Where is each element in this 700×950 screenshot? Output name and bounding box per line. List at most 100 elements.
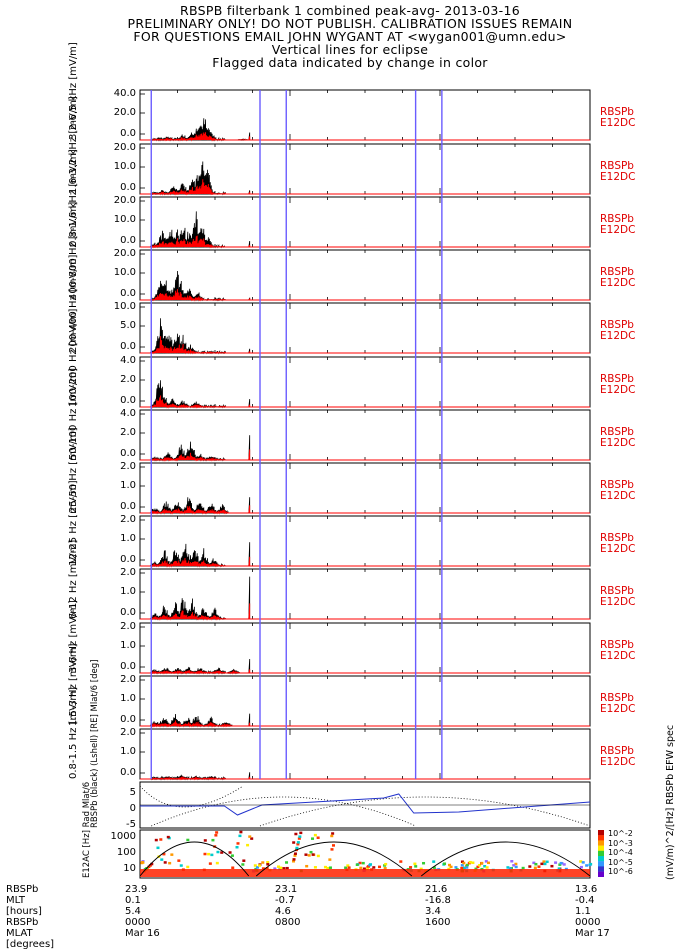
panel-tag-e12dc: E12DC [600,756,636,768]
spec-pixel [313,833,317,837]
y-tick-label: 2.0 [120,514,136,525]
colorbar-segment [598,856,604,862]
ephemeris-value: -0.7 [275,895,295,906]
spec-pixel [179,864,183,867]
y-tick-label: 10.0 [113,267,136,278]
y-tick-label: 20.0 [113,142,136,153]
ephemeris-value: 3.4 [425,906,441,917]
spec-pixel [203,839,207,842]
spec-pixel [358,861,362,865]
spec-pixel [241,863,245,866]
panel-frame [139,622,591,674]
spec-pixel [273,867,277,870]
spec-pixel [214,834,218,837]
y-tick-label: 2.0 [120,461,136,472]
cyclotron-curve [139,841,250,877]
spec-pixel [585,864,589,867]
spec-pixel [506,866,510,869]
lshell-tick: 0 [129,803,136,814]
spec-tick: 1000 [110,831,136,842]
spec-pixel [154,838,158,842]
y-tick-label: 10.0 [113,214,136,225]
spec-pixel [372,866,376,869]
spec-pixel [330,834,334,838]
ephemeris-value: 1600 [425,917,451,928]
y-tick-label: 1.0 [120,586,136,597]
colorbar-segment [598,830,604,836]
spec-pixel [362,867,366,870]
spec-pixel [528,865,532,868]
avg-trace [140,720,590,728]
spec-pixel [545,860,549,864]
spec-pixel [285,861,289,864]
colorbar-segment [598,850,604,857]
spec-pixel [211,838,215,842]
spec-pixel [323,865,327,869]
spec-pixel [510,860,514,863]
panel-frame [139,302,591,354]
spec-pixel [316,854,320,858]
spec-low-band [140,869,590,877]
y-tick-label: 1.0 [120,640,136,651]
spec-pixel [326,866,330,870]
spec-pixel [328,866,332,869]
y-tick-label: 0.0 [120,661,136,672]
y-tick-label: 0.0 [120,341,136,352]
ephemeris-date: Mar 17 [575,928,610,939]
y-tick-label: 2.0 [120,427,136,438]
ephemeris-value: 0000 [125,917,151,928]
ephemeris-label: RBSPb [6,884,39,895]
panel-tag-e12dc: E12DC [600,703,636,715]
y-tick-label: 0.0 [120,395,136,406]
cyclotron-curve [255,841,413,877]
mlat-trace [140,793,591,816]
spec-pixel [476,865,480,869]
spec-pixel [162,852,166,856]
spec-pixel [141,861,145,864]
ephemeris-value: 23.1 [275,884,298,895]
peak-trace [140,318,590,355]
spec-pixel [170,853,174,856]
spec-pixel [534,862,538,866]
panel-frame [139,249,591,301]
panel-tag-rbspb: RBSPb [600,266,634,278]
avg-trace [140,556,590,568]
spec-pixel [230,854,234,857]
panel-tag-e12dc: E12DC [600,490,636,502]
spec-pixel [474,867,478,871]
spec-pixel [331,832,335,835]
panel-tag-e12dc: E12DC [600,277,636,289]
panel-tag-rbspb: RBSPb [600,692,634,704]
spec-pixel [378,865,382,869]
spec-pixel [485,866,489,869]
spec-pixel [186,865,190,869]
colorbar-label: (mV/m)^2/[Hz] RBSPb EFW spec [665,724,676,880]
title-line-4: Vertical lines for eclipse [271,42,429,57]
avg-trace [140,669,590,675]
spec-pixel [589,862,593,866]
peak-trace [140,435,590,462]
spec-pixel [316,836,320,839]
spec-pixel [462,866,466,870]
panel-tag-rbspb: RBSPb [600,213,634,225]
spec-pixel [413,862,417,866]
spec-pixel [147,865,151,869]
spec-pixel [409,866,413,869]
spec-tick: 100 [116,847,136,858]
spec-pixel [216,850,220,854]
colorbar-tick: 10^-6 [608,867,633,876]
panel-tag-e12dc: E12DC [600,596,636,608]
y-tick-label: 2.0 [120,621,136,632]
spec-pixel [369,863,373,866]
spec-pixel [532,861,536,865]
ephemeris-label: MLAT [6,928,33,939]
spec-pixel [554,861,558,864]
y-tick-label: 1.0 [120,480,136,491]
spec-pixel [332,844,336,847]
panel-frame [139,409,591,461]
panel-tag-rbspb: RBSPb [600,745,634,757]
spec-pixel [399,860,403,863]
ephemeris-value: 4.6 [275,906,291,917]
y-tick-label: 0.0 [120,182,136,193]
peak-trace [140,576,590,621]
